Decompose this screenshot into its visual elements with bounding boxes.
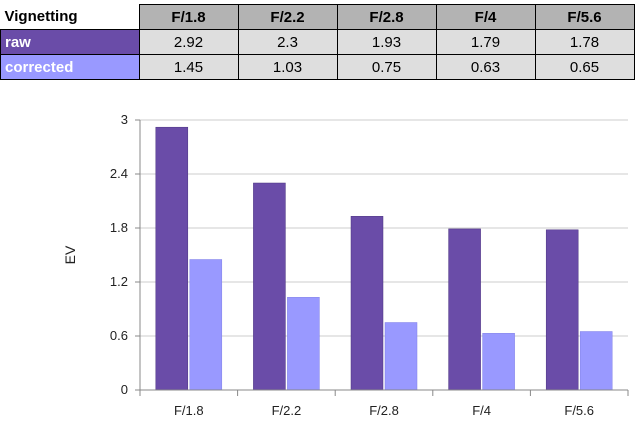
bar-raw	[155, 126, 189, 391]
bar-raw	[253, 182, 286, 391]
bar-raw	[448, 228, 481, 391]
y-tick-labels: 0 0.6 1.2 1.8 2.4 3	[110, 112, 128, 397]
bar-corrected	[579, 331, 613, 391]
table-cell: 0.75	[336, 54, 437, 80]
table-row-raw: raw 2.92 2.3 1.93 1.79 1.78	[0, 29, 635, 55]
y-axis-label: EV	[62, 245, 78, 264]
table-corner-label: Vignetting	[4, 8, 78, 26]
table-cell: 1.93	[336, 29, 437, 55]
x-tick-label: F/5.6	[564, 403, 594, 418]
row-label-raw: raw	[0, 29, 140, 55]
table-row-corrected: corrected 1.45 1.03 0.75 0.63 0.65	[0, 54, 635, 80]
y-tick-label: 3	[121, 112, 128, 127]
column-header: F/1.8	[138, 4, 239, 30]
table-cell: 1.79	[435, 29, 536, 55]
y-tick-label: 0.6	[110, 328, 128, 343]
bar-corrected	[384, 322, 418, 391]
x-tick-label: F/2.8	[369, 403, 399, 418]
y-tick-label: 2.4	[110, 166, 128, 181]
bar-raw	[545, 229, 579, 391]
table-cell: 1.78	[534, 29, 635, 55]
x-tick-labels: F/1.8 F/2.2 F/2.8 F/4 F/5.6	[174, 403, 594, 418]
y-tick-label: 0	[121, 382, 128, 397]
chart-bars	[155, 126, 613, 391]
table-cell: 2.92	[138, 29, 239, 55]
table-cell: 0.65	[534, 54, 635, 80]
table-header-row: Vignetting F/1.8 F/2.2 F/2.8 F/4 F/5.6	[1, 4, 635, 30]
table-cell: 2.3	[237, 29, 338, 55]
row-label-corrected: corrected	[0, 54, 140, 80]
x-tick-label: F/4	[472, 403, 491, 418]
bar-corrected	[189, 259, 223, 391]
bar-raw	[350, 216, 384, 391]
column-header: F/2.8	[336, 4, 437, 30]
y-tick-label: 1.8	[110, 220, 128, 235]
y-tick-label: 1.2	[110, 274, 128, 289]
bar-corrected	[482, 333, 515, 391]
chart-axes	[135, 119, 629, 396]
data-table: Vignetting F/1.8 F/2.2 F/2.8 F/4 F/5.6 r…	[0, 4, 635, 80]
table-cell: 1.03	[237, 54, 338, 80]
bar-corrected	[287, 297, 320, 391]
table-cell: 1.45	[138, 54, 239, 80]
column-header: F/2.2	[237, 4, 338, 30]
table-cell: 0.63	[435, 54, 536, 80]
column-header: F/4	[435, 4, 536, 30]
x-tick-label: F/2.2	[272, 403, 302, 418]
x-tick-label: F/1.8	[174, 403, 204, 418]
column-header: F/5.6	[534, 4, 635, 30]
bar-chart: 0 0.6 1.2 1.8 2.4 3 F/1.8 F/2.2 F/2.8 F/4 F/5.6 E…	[62, 112, 629, 418]
